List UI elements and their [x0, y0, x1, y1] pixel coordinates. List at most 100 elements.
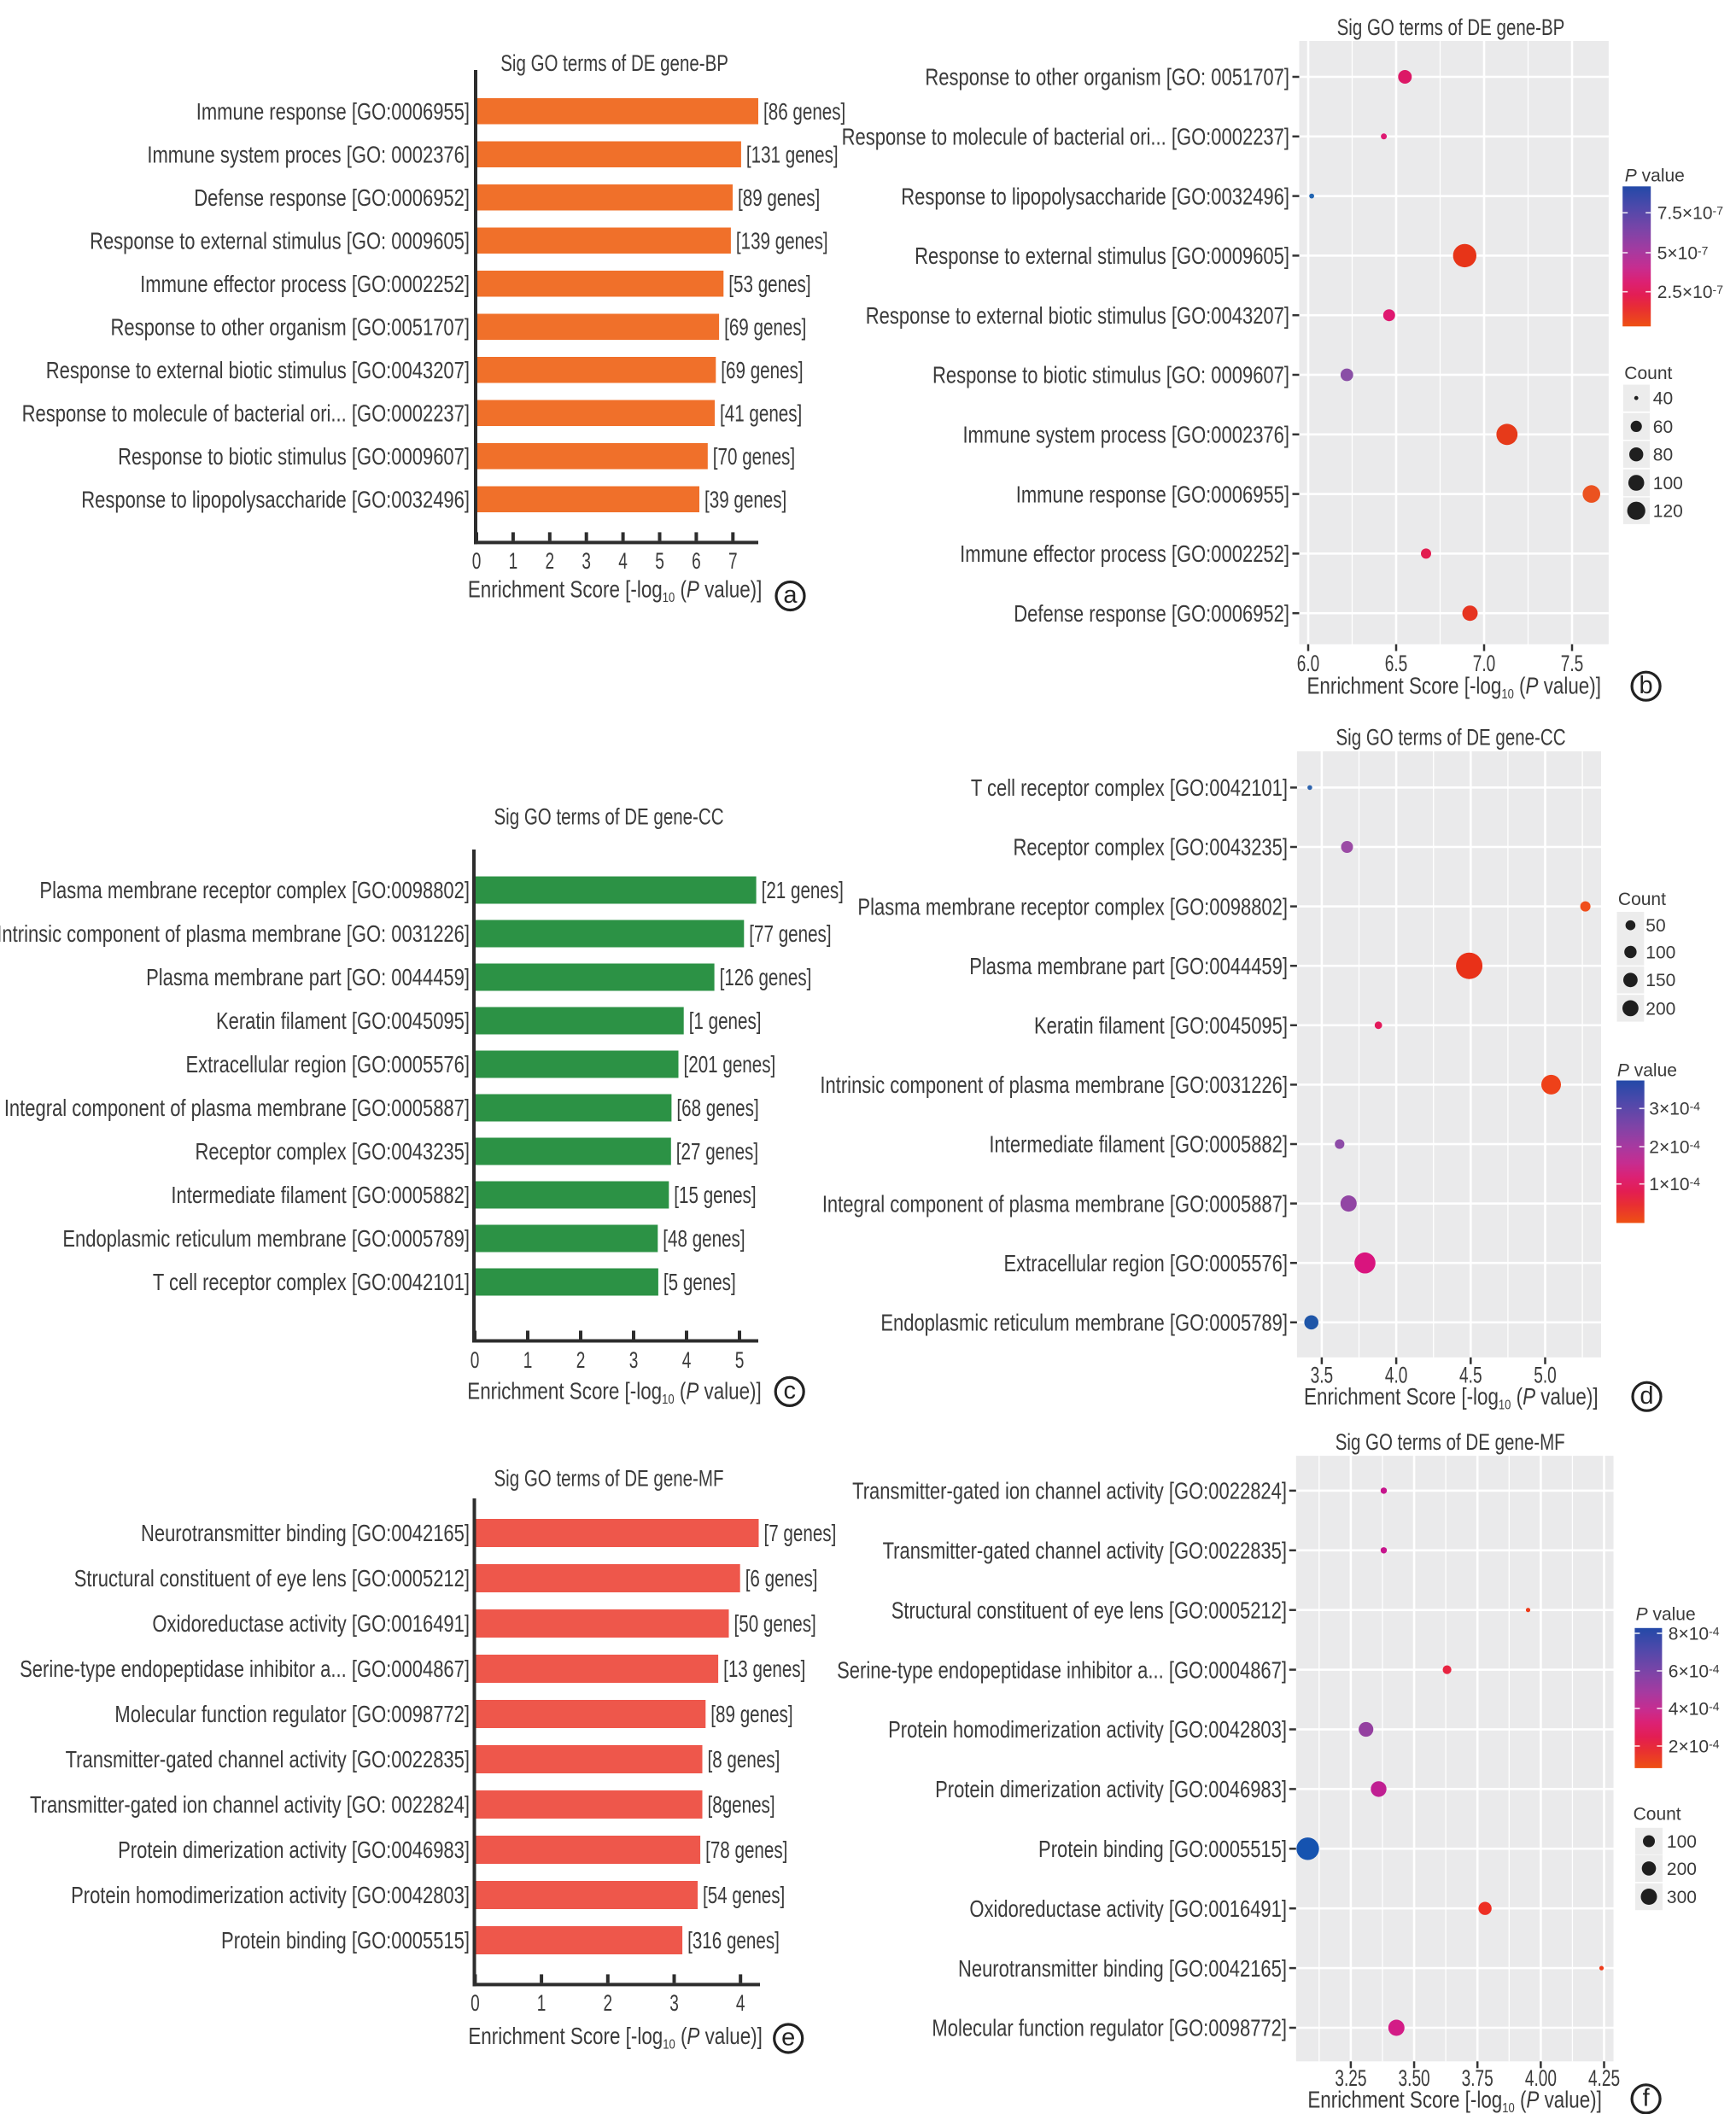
svg-text:4.5: 4.5 [1459, 1362, 1482, 1387]
svg-text:Count: Count [1634, 1805, 1681, 1825]
svg-text:Oxidoreductase activity [GO:00: Oxidoreductase activity [GO:0016491] [152, 1611, 470, 1638]
svg-text:[89 genes]: [89 genes] [710, 1702, 792, 1728]
svg-text:4: 4 [736, 1990, 745, 2016]
svg-text:4.0: 4.0 [1385, 1362, 1408, 1387]
svg-text:c: c [783, 1377, 796, 1404]
svg-text:1: 1 [537, 1990, 547, 2016]
svg-text:Response to molecule of bacter: Response to molecule of bacterial ori...… [842, 124, 1289, 150]
svg-text:Receptor complex [GO:0043235]: Receptor complex [GO:0043235] [196, 1139, 470, 1165]
svg-text:Response to lipopolysaccharide: Response to lipopolysaccharide [GO:00324… [901, 184, 1289, 210]
svg-text:3.25: 3.25 [1335, 2065, 1366, 2091]
svg-text:[316 genes]: [316 genes] [687, 1928, 780, 1954]
svg-text:[27 genes]: [27 genes] [676, 1139, 758, 1165]
svg-text:1: 1 [523, 1347, 533, 1373]
svg-text:4×10-4: 4×10-4 [1669, 1699, 1720, 1719]
svg-text:Receptor complex [GO:0043235]: Receptor complex [GO:0043235] [1014, 834, 1288, 861]
svg-text:e: e [781, 2024, 795, 2052]
svg-text:[15 genes]: [15 genes] [674, 1183, 756, 1209]
svg-text:150: 150 [1645, 971, 1675, 990]
svg-text:50: 50 [1645, 916, 1665, 936]
svg-text:Structural constituent of eye: Structural constituent of eye lens [GO:0… [891, 1597, 1287, 1624]
svg-text:[7 genes]: [7 genes] [764, 1521, 837, 1547]
svg-text:Intermediate filament [GO:0005: Intermediate filament [GO:0005882] [171, 1183, 470, 1209]
svg-text:Plasma membrane part [GO:00444: Plasma membrane part [GO:0044459] [969, 954, 1288, 980]
svg-text:60: 60 [1653, 418, 1673, 437]
svg-text:Serine-type endopeptidase inhi: Serine-type endopeptidase inhibitor a...… [20, 1656, 470, 1683]
svg-text:[53 genes]: [53 genes] [728, 272, 810, 298]
svg-text:[70 genes]: [70 genes] [713, 444, 795, 470]
svg-text:[48 genes]: [48 genes] [663, 1226, 745, 1253]
svg-text:Enrichment Score [-log10 (P va: Enrichment Score [-log10 (P value)] [468, 576, 763, 605]
svg-text:0: 0 [471, 1990, 480, 2016]
svg-text:4.00: 4.00 [1525, 2065, 1557, 2091]
svg-text:4.25: 4.25 [1588, 2065, 1620, 2091]
svg-text:Endoplasmic reticulum membrane: Endoplasmic reticulum membrane [GO:00057… [62, 1226, 470, 1253]
svg-text:Protein homodimerization activ: Protein homodimerization activity [GO:00… [71, 1883, 470, 1909]
svg-text:a: a [783, 581, 798, 609]
svg-text:Protein dimerization activity: Protein dimerization activity [GO:004698… [118, 1837, 470, 1864]
svg-text:Response to biotic stimulus [G: Response to biotic stimulus [GO: 0009607… [932, 362, 1289, 388]
svg-text:7.5×10-7: 7.5×10-7 [1657, 204, 1723, 224]
svg-text:Endoplasmic reticulum membrane: Endoplasmic reticulum membrane [GO:00057… [880, 1310, 1288, 1336]
svg-text:6×10-4: 6×10-4 [1669, 1661, 1720, 1681]
svg-text:Molecular function regulator [: Molecular function regulator [GO:0098772… [932, 2015, 1287, 2041]
svg-text:[139 genes]: [139 genes] [736, 229, 828, 255]
svg-text:P value: P value [1625, 166, 1685, 186]
svg-text:[77 genes]: [77 genes] [749, 921, 831, 948]
svg-text:3.75: 3.75 [1462, 2065, 1493, 2091]
svg-text:[126 genes]: [126 genes] [720, 965, 812, 991]
svg-text:Neurotransmitter binding [GO:0: Neurotransmitter binding [GO:0042165] [141, 1521, 470, 1547]
svg-text:Response to other organism [GO: Response to other organism [GO:0051707] [110, 314, 470, 341]
svg-text:100: 100 [1653, 474, 1683, 493]
svg-text:[69 genes]: [69 genes] [721, 358, 803, 384]
svg-text:Immune response [GO:0006955]: Immune response [GO:0006955] [1016, 482, 1289, 508]
svg-text:6.5: 6.5 [1385, 651, 1408, 676]
svg-text:Response to lipopolysaccharide: Response to lipopolysaccharide [GO:00324… [81, 487, 470, 513]
svg-text:Integral component of plasma m: Integral component of plasma membrane [G… [4, 1095, 470, 1122]
svg-text:[201 genes]: [201 genes] [684, 1052, 776, 1078]
svg-text:Neurotransmitter binding [GO:0: Neurotransmitter binding [GO:0042165] [958, 1956, 1287, 1983]
svg-text:8×10-4: 8×10-4 [1669, 1624, 1720, 1644]
svg-text:Enrichment Score [-log10 (P va: Enrichment Score [-log10 (P value)] [467, 1378, 762, 1407]
svg-text:Transmitter-gated ion channel: Transmitter-gated ion channel activity [… [30, 1792, 470, 1819]
svg-text:3: 3 [582, 548, 591, 574]
svg-text:0: 0 [472, 548, 482, 574]
svg-text:[78 genes]: [78 genes] [705, 1837, 787, 1864]
svg-text:Intrinsic component of plasma: Intrinsic component of plasma membrane [… [0, 921, 470, 948]
svg-text:Response to external stimulus: Response to external stimulus [GO:000960… [915, 243, 1289, 270]
svg-text:7: 7 [728, 548, 738, 574]
svg-text:Defense response [GO:0006952]: Defense response [GO:0006952] [194, 185, 470, 212]
svg-text:Sig GO terms of DE gene-CC: Sig GO terms of DE gene-CC [494, 804, 723, 830]
svg-text:Immune effector process [GO:00: Immune effector process [GO:0002252] [140, 272, 470, 298]
svg-text:Defense response [GO:0006952]: Defense response [GO:0006952] [1014, 601, 1289, 628]
svg-text:40: 40 [1653, 389, 1673, 409]
svg-text:Immune response [GO:0006955]: Immune response [GO:0006955] [196, 99, 470, 126]
svg-text:b: b [1640, 672, 1653, 699]
svg-text:Extracellular region [GO:00055: Extracellular region [GO:0005576] [1004, 1251, 1288, 1277]
svg-text:f: f [1643, 2085, 1651, 2112]
svg-text:Transmitter-gated channel acti: Transmitter-gated channel activity [GO:0… [66, 1747, 470, 1773]
svg-text:100: 100 [1645, 943, 1675, 962]
svg-text:2: 2 [545, 548, 554, 574]
svg-text:5: 5 [655, 548, 664, 574]
svg-text:200: 200 [1667, 1860, 1697, 1879]
svg-text:Protein binding [GO:0005515]: Protein binding [GO:0005515] [1038, 1837, 1287, 1863]
svg-text:Protein binding [GO:0005515]: Protein binding [GO:0005515] [221, 1928, 470, 1954]
svg-text:[1 genes]: [1 genes] [689, 1008, 762, 1035]
svg-text:3: 3 [629, 1347, 639, 1373]
svg-text:80: 80 [1653, 446, 1673, 465]
svg-text:Immune system process [GO:0002: Immune system process [GO:0002376] [962, 422, 1289, 448]
svg-text:120: 120 [1653, 502, 1683, 522]
svg-text:3×10-4: 3×10-4 [1649, 1100, 1700, 1119]
svg-text:Sig GO terms of DE gene-BP: Sig GO terms of DE gene-BP [1337, 15, 1565, 40]
svg-text:Response to external biotic st: Response to external biotic stimulus [GO… [46, 358, 470, 384]
svg-text:Enrichment Score [-log10 (P va: Enrichment Score [-log10 (P value)] [1306, 674, 1601, 703]
svg-text:T cell receptor complex [GO:00: T cell receptor complex [GO:0042101] [971, 775, 1288, 802]
svg-text:[8 genes]: [8 genes] [708, 1747, 780, 1773]
svg-text:Response to molecule of bacter: Response to molecule of bacterial ori...… [22, 400, 470, 427]
svg-text:[8genes]: [8genes] [708, 1792, 775, 1819]
svg-text:300: 300 [1667, 1888, 1697, 1907]
svg-text:Sig GO terms of DE gene-BP: Sig GO terms of DE gene-BP [500, 50, 728, 76]
svg-text:Intrinsic component of plasma: Intrinsic component of plasma membrane [… [820, 1072, 1288, 1099]
svg-text:2×10-4: 2×10-4 [1649, 1137, 1700, 1157]
